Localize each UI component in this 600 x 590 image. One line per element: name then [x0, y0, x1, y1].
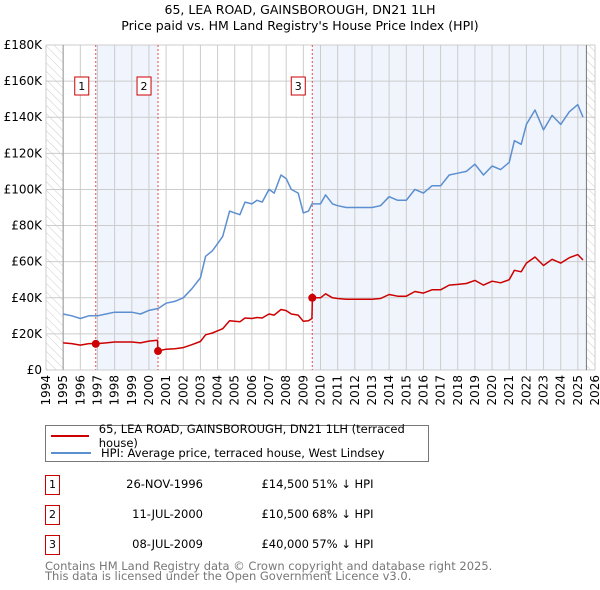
x-tick-label: 2026 — [588, 375, 600, 406]
sale-date: 08-JUL-2009 — [132, 537, 203, 551]
sale-label: 3 — [295, 80, 302, 93]
transaction-row: 2 11-JUL-2000 £10,500 68% ↓ HPI — [45, 505, 465, 525]
x-tick-label: 2010 — [314, 375, 328, 406]
legend: 65, LEA ROAD, GAINSBOROUGH, DN21 1LH (te… — [45, 422, 429, 462]
marker-badge: 1 — [45, 475, 60, 495]
x-tick-label: 2017 — [434, 375, 448, 406]
y-tick-label: £60K — [11, 255, 43, 269]
y-tick-label: £160K — [4, 74, 44, 88]
x-tick-label: 2013 — [365, 375, 379, 406]
x-tick-label: 2009 — [296, 375, 310, 406]
x-tick-label: 2025 — [571, 375, 585, 406]
transaction-row: 3 08-JUL-2009 £40,000 57% ↓ HPI — [45, 535, 465, 555]
hatched-range — [586, 45, 595, 370]
sale-point — [154, 347, 163, 356]
x-tick-label: 2007 — [262, 375, 276, 406]
y-tick-label: £180K — [4, 38, 44, 52]
legend-item-hpi: HPI: Average price, terraced house, West… — [46, 444, 385, 461]
x-tick-label: 2024 — [554, 375, 568, 406]
x-tick-label: 2011 — [331, 375, 345, 406]
x-tick-label: 2020 — [485, 375, 499, 406]
x-tick-label: 2002 — [176, 375, 190, 406]
x-tick-label: 2019 — [468, 375, 482, 406]
sale-date: 11-JUL-2000 — [132, 507, 203, 521]
legend-item-property: 65, LEA ROAD, GAINSBOROUGH, DN21 1LH (te… — [46, 422, 428, 450]
sale-label: 1 — [78, 80, 85, 93]
sale-date: 26-NOV-1996 — [126, 477, 203, 491]
chart-title: 65, LEA ROAD, GAINSBOROUGH, DN21 1LH — [164, 2, 436, 17]
x-tick-label: 2006 — [245, 375, 259, 406]
x-tick-label: 2003 — [193, 375, 207, 406]
sale-label-box — [290, 76, 306, 96]
legend-swatch-red — [51, 434, 89, 437]
footer-license: This data is licensed under the Open Gov… — [45, 569, 412, 583]
marker-badge: 3 — [45, 535, 60, 555]
y-tick-label: £40K — [11, 291, 43, 305]
sale-price: £10,500 — [261, 507, 309, 521]
hpi-diff: 68% ↓ HPI — [312, 507, 374, 521]
price-chart: £0 £20K £40K £60K £80K £100K £120K £140K £160K £1… — [4, 38, 600, 406]
x-tick-label: 2008 — [279, 375, 293, 406]
legend-label: HPI: Average price, terraced house, West… — [101, 445, 385, 460]
x-tick-label: 2005 — [228, 375, 242, 406]
y-tick-label: £80K — [11, 219, 43, 233]
x-tick-label: 2022 — [519, 375, 533, 406]
x-tick-label: 2016 — [416, 375, 430, 406]
sale-price: £14,500 — [261, 477, 309, 491]
sale-price: £40,000 — [261, 537, 309, 551]
x-tick-label: 2000 — [142, 375, 156, 406]
x-tick-label: 2021 — [502, 375, 516, 406]
x-tick-label: 2012 — [348, 375, 362, 406]
y-tick-label: £120K — [4, 146, 44, 160]
x-tick-label: 1997 — [90, 375, 104, 406]
shaded-range — [95, 45, 159, 370]
x-tick-label: 2015 — [399, 375, 413, 406]
sale-label-box — [74, 76, 90, 96]
x-tick-label: 2004 — [211, 375, 225, 406]
x-tick-label: 1998 — [108, 375, 122, 406]
legend-swatch-blue — [51, 451, 91, 454]
marker-badge: 2 — [45, 505, 60, 525]
x-tick-label: 2001 — [159, 375, 173, 406]
y-tick-label: £20K — [11, 327, 43, 341]
y-tick-label: £140K — [4, 110, 44, 124]
x-tick-label: 1996 — [73, 375, 87, 406]
legend-label: 65, LEA ROAD, GAINSBOROUGH, DN21 1LH (te… — [98, 421, 405, 450]
x-tick-label: 1999 — [125, 375, 139, 406]
x-tick-label: 2018 — [451, 375, 465, 406]
footer-copyright: Contains HM Land Registry data © Crown c… — [45, 559, 493, 573]
hpi-diff: 57% ↓ HPI — [312, 537, 374, 551]
sale-label-box — [136, 76, 152, 96]
y-tick-label: £100K — [4, 182, 44, 196]
y-tick-label: £0 — [27, 363, 42, 377]
sale-point — [308, 293, 317, 302]
x-tick-label: 1995 — [56, 375, 70, 406]
hatched-range — [46, 45, 64, 370]
hpi-diff: 51% ↓ HPI — [312, 477, 374, 491]
x-tick-label: 2023 — [537, 375, 551, 406]
x-tick-label: 2014 — [382, 375, 396, 406]
sale-label: 2 — [141, 80, 148, 93]
chart-subtitle: Price paid vs. HM Land Registry's House … — [121, 18, 479, 33]
sale-point — [91, 339, 100, 348]
transaction-row: 1 26-NOV-1996 £14,500 51% ↓ HPI — [45, 475, 465, 495]
hpi-line — [63, 103, 584, 320]
x-tick-label: 1994 — [39, 375, 53, 406]
